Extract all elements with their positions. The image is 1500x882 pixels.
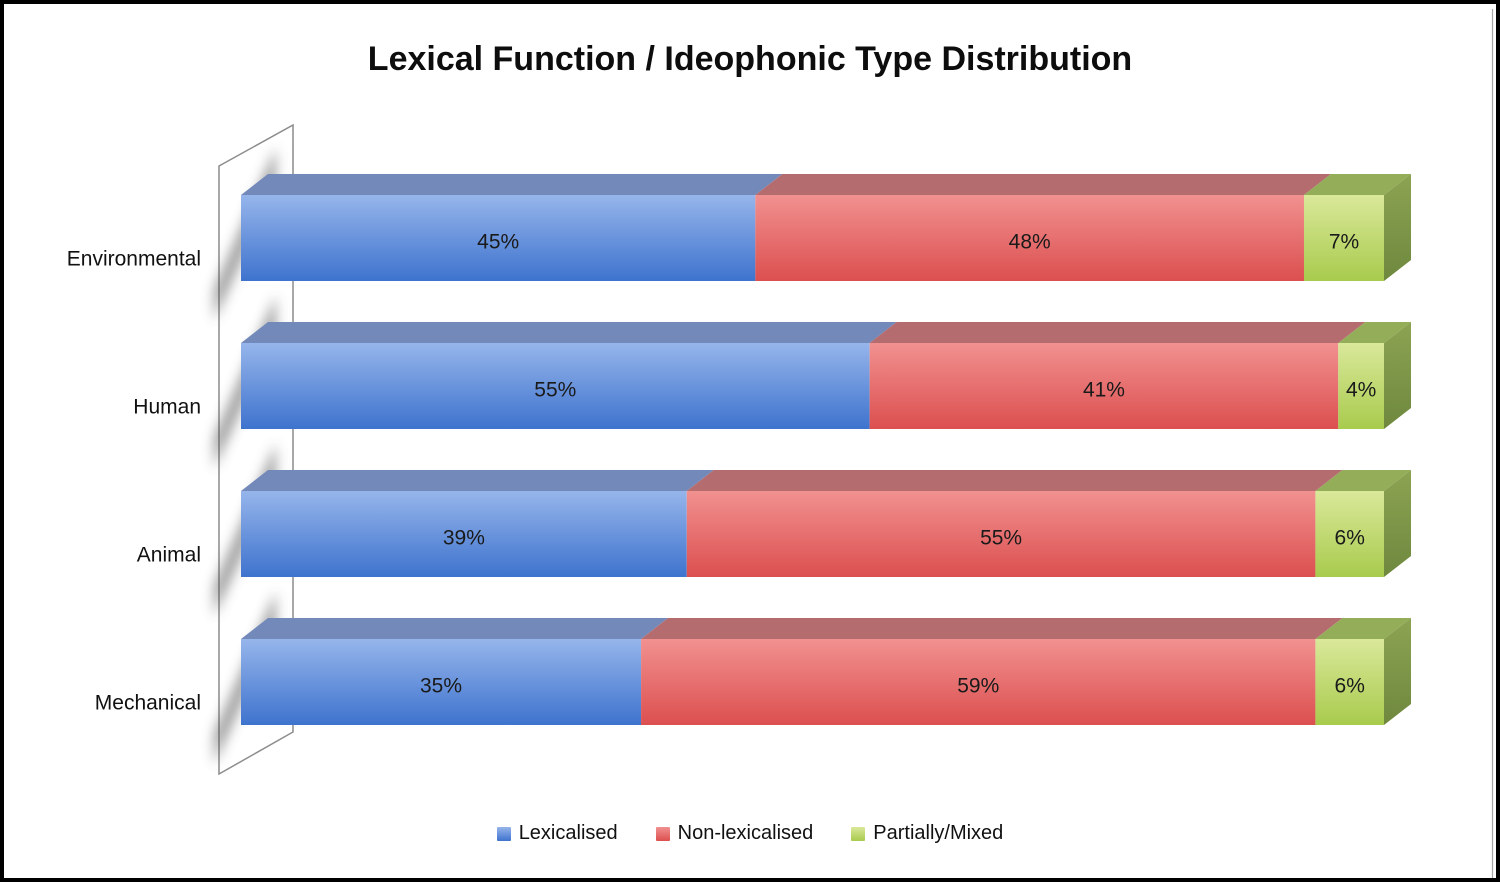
bar-segment-top bbox=[755, 174, 1331, 195]
category-label: Human bbox=[133, 396, 201, 419]
bar-segment-front bbox=[1315, 491, 1384, 577]
bar-segment-front bbox=[1338, 343, 1384, 429]
bar-segment-front bbox=[241, 343, 870, 429]
bar-shadow bbox=[214, 443, 276, 617]
bar-segment-front bbox=[241, 491, 687, 577]
bar-segment-front bbox=[755, 195, 1304, 281]
bar-segment-front bbox=[686, 491, 1316, 577]
bar-segment-front bbox=[1315, 639, 1384, 725]
bar-segment-front bbox=[241, 195, 756, 281]
bar-segment-side bbox=[1384, 322, 1411, 429]
bar-segment-top bbox=[641, 618, 1343, 639]
bar-shadow bbox=[214, 147, 276, 321]
bar-segment-side bbox=[1384, 174, 1411, 281]
value-label: 55% bbox=[534, 379, 576, 402]
value-label: 6% bbox=[1335, 527, 1365, 550]
bar-segment-side bbox=[1384, 618, 1411, 725]
value-label: 55% bbox=[980, 527, 1022, 550]
bar-shadow bbox=[214, 295, 276, 469]
bar-shadow bbox=[214, 591, 276, 765]
value-label: 6% bbox=[1335, 675, 1365, 698]
chart-title: Lexical Function / Ideophonic Type Distr… bbox=[367, 40, 1133, 78]
category-label: Animal bbox=[137, 544, 201, 567]
legend-swatch bbox=[655, 826, 670, 841]
legend-item-non-lexicalised: Non-lexicalised bbox=[655, 822, 814, 845]
legend-swatch bbox=[851, 826, 866, 841]
wall-back bbox=[218, 123, 294, 776]
bar-segment-top bbox=[1303, 174, 1411, 195]
bar-segment-front bbox=[1303, 195, 1384, 281]
value-label: 48% bbox=[1009, 231, 1051, 254]
legend-item-lexicalised: Lexicalised bbox=[496, 822, 618, 845]
bar-segment-top bbox=[241, 618, 669, 639]
legend-label: Lexicalised bbox=[518, 822, 618, 844]
category-label: Environmental bbox=[67, 248, 201, 271]
legend-item-partially-mixed: Partially/Mixed bbox=[851, 822, 1003, 845]
bar-segment-top bbox=[241, 470, 714, 491]
bar-segment-top bbox=[241, 174, 783, 195]
bar-segment-top bbox=[1315, 618, 1411, 639]
value-label: 39% bbox=[443, 527, 485, 550]
legend-label: Non-lexicalised bbox=[677, 822, 814, 844]
bar-segment-top bbox=[241, 322, 897, 343]
bar-segment-front bbox=[241, 639, 642, 725]
bar-segment-front bbox=[869, 343, 1339, 429]
value-label: 35% bbox=[420, 675, 462, 698]
value-label: 7% bbox=[1329, 231, 1359, 254]
legend: Lexicalised Non-lexicalised Partially/Mixe… bbox=[4, 822, 1496, 845]
value-label: 41% bbox=[1083, 379, 1125, 402]
bar-segment-top bbox=[1315, 470, 1411, 491]
bar-segment-top bbox=[1338, 322, 1411, 343]
legend-swatch bbox=[496, 826, 511, 841]
stacked-bar-plot: 45% 48% 7% 55% 41% 4% 39% 55% 6% 35% 59% 6% Environm… bbox=[67, 9, 1494, 878]
bar-segment-top bbox=[686, 470, 1343, 491]
value-label: 4% bbox=[1346, 379, 1376, 402]
bar-segment-side bbox=[1384, 470, 1411, 577]
bar-segment-front bbox=[641, 639, 1316, 725]
value-label: 45% bbox=[477, 231, 519, 254]
bar-segment-top bbox=[869, 322, 1366, 343]
category-label: Mechanical bbox=[95, 692, 201, 715]
value-label: 59% bbox=[957, 675, 999, 698]
legend-label: Partially/Mixed bbox=[873, 822, 1004, 844]
